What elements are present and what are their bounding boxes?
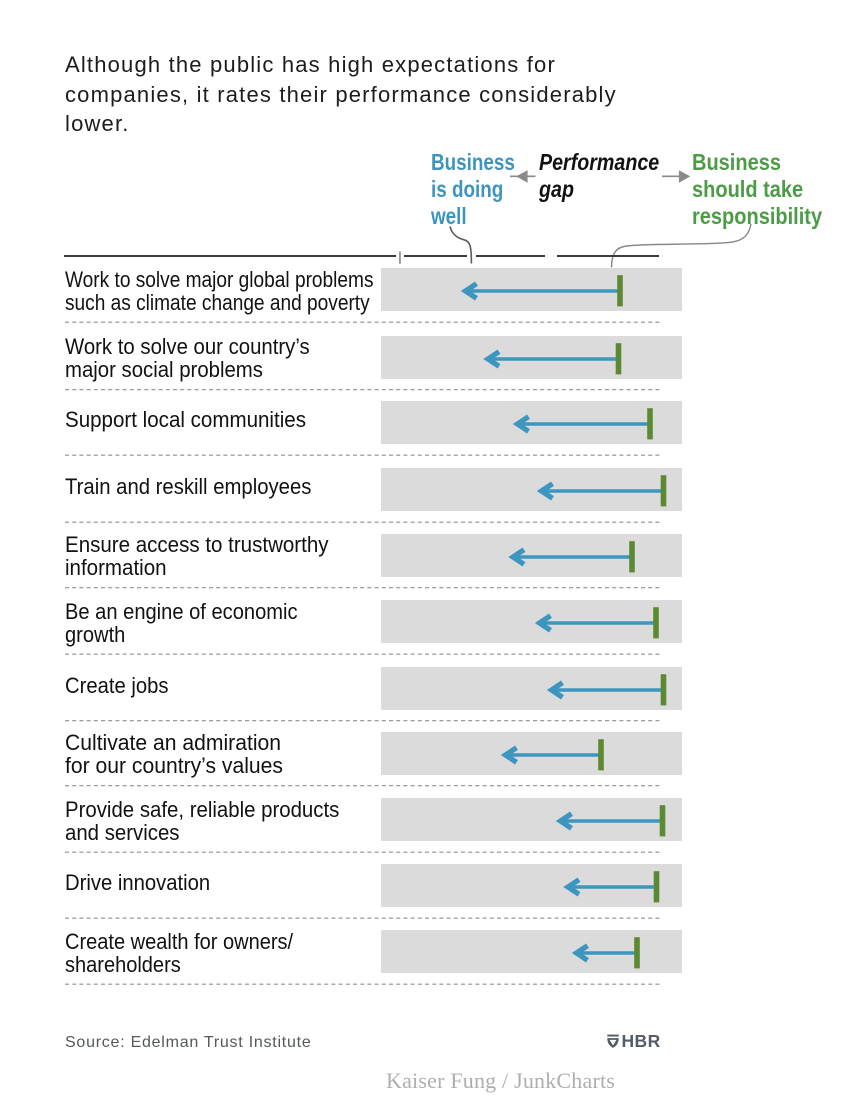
svg-text:HBR: HBR: [622, 1032, 661, 1051]
